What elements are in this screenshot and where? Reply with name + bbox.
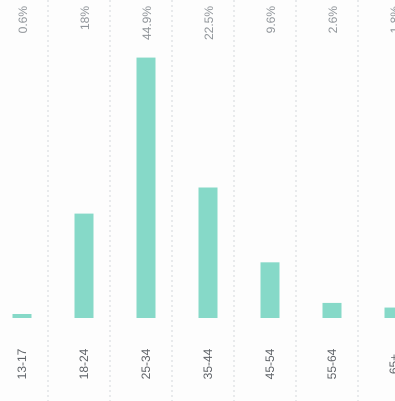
value-label-45-54: 9.6% [264, 6, 278, 34]
value-labels-group: 0.6% 18% 44.9% 22.5% 9.6% 2.6% 1.8% [16, 6, 395, 40]
category-label-45-54: 45-54 [263, 348, 277, 379]
category-label-35-44: 35-44 [201, 348, 215, 379]
category-label-65plus: 65+ [387, 354, 395, 374]
category-label-13-17: 13-17 [15, 348, 29, 379]
category-label-55-64: 55-64 [325, 348, 339, 379]
bars-group [12, 57, 395, 319]
bar-18-24[interactable] [74, 213, 94, 318]
bar-55-64[interactable] [322, 302, 342, 318]
value-label-65plus: 1.8% [388, 6, 395, 34]
bar-35-44[interactable] [198, 187, 218, 319]
bar-65plus[interactable] [384, 307, 395, 318]
category-separators [47, 0, 359, 401]
value-label-55-64: 2.6% [326, 6, 340, 34]
value-label-35-44: 22.5% [202, 6, 216, 40]
category-label-25-34: 25-34 [139, 348, 153, 379]
category-label-18-24: 18-24 [77, 348, 91, 379]
value-label-18-24: 18% [78, 6, 92, 30]
value-label-25-34: 44.9% [140, 6, 154, 40]
bar-45-54[interactable] [260, 262, 280, 318]
bar-25-34[interactable] [136, 57, 156, 318]
value-label-13-17: 0.6% [16, 6, 30, 34]
category-labels-group: 13-17 18-24 25-34 35-44 45-54 55-64 65+ [15, 348, 395, 379]
bar-13-17[interactable] [12, 314, 32, 318]
